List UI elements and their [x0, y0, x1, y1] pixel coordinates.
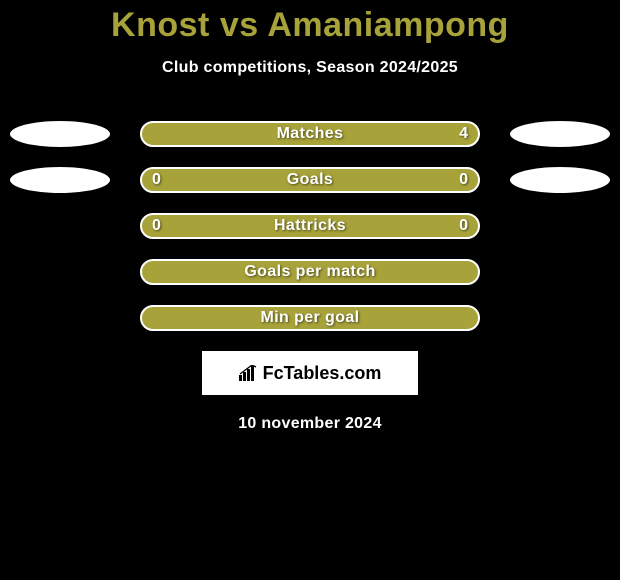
stat-label: Goals — [287, 171, 333, 189]
stat-value-right: 4 — [459, 125, 468, 143]
brand-box[interactable]: FcTables.com — [202, 351, 418, 395]
stat-row-hattricks: 0 Hattricks 0 — [0, 213, 620, 239]
stat-value-right: 0 — [459, 217, 468, 235]
stat-row-goals: 0 Goals 0 — [0, 167, 620, 193]
stat-bar: Matches 4 — [140, 121, 480, 147]
page-title: Knost vs Amaniampong — [0, 0, 620, 45]
ellipse-right — [510, 167, 610, 193]
brand-label: FcTables.com — [239, 363, 382, 384]
stat-value-right: 0 — [459, 171, 468, 189]
ellipse-right — [510, 121, 610, 147]
stat-row-matches: Matches 4 — [0, 121, 620, 147]
stat-label: Min per goal — [260, 309, 359, 327]
brand-text: FcTables.com — [263, 363, 382, 384]
stat-bar: 0 Hattricks 0 — [140, 213, 480, 239]
date-label: 10 november 2024 — [0, 415, 620, 433]
stat-rows: Matches 4 0 Goals 0 0 Hattricks 0 Goals … — [0, 121, 620, 331]
ellipse-left — [10, 167, 110, 193]
chart-icon — [239, 365, 259, 381]
stat-label: Hattricks — [274, 217, 346, 235]
stat-label: Goals per match — [244, 263, 375, 281]
stat-row-goals-per-match: Goals per match — [0, 259, 620, 285]
stat-value-left: 0 — [152, 171, 161, 189]
stat-value-left: 0 — [152, 217, 161, 235]
ellipse-left — [10, 121, 110, 147]
page-subtitle: Club competitions, Season 2024/2025 — [0, 59, 620, 77]
stat-label: Matches — [277, 125, 344, 143]
stat-bar: 0 Goals 0 — [140, 167, 480, 193]
stat-row-min-per-goal: Min per goal — [0, 305, 620, 331]
stat-bar: Goals per match — [140, 259, 480, 285]
stat-bar: Min per goal — [140, 305, 480, 331]
